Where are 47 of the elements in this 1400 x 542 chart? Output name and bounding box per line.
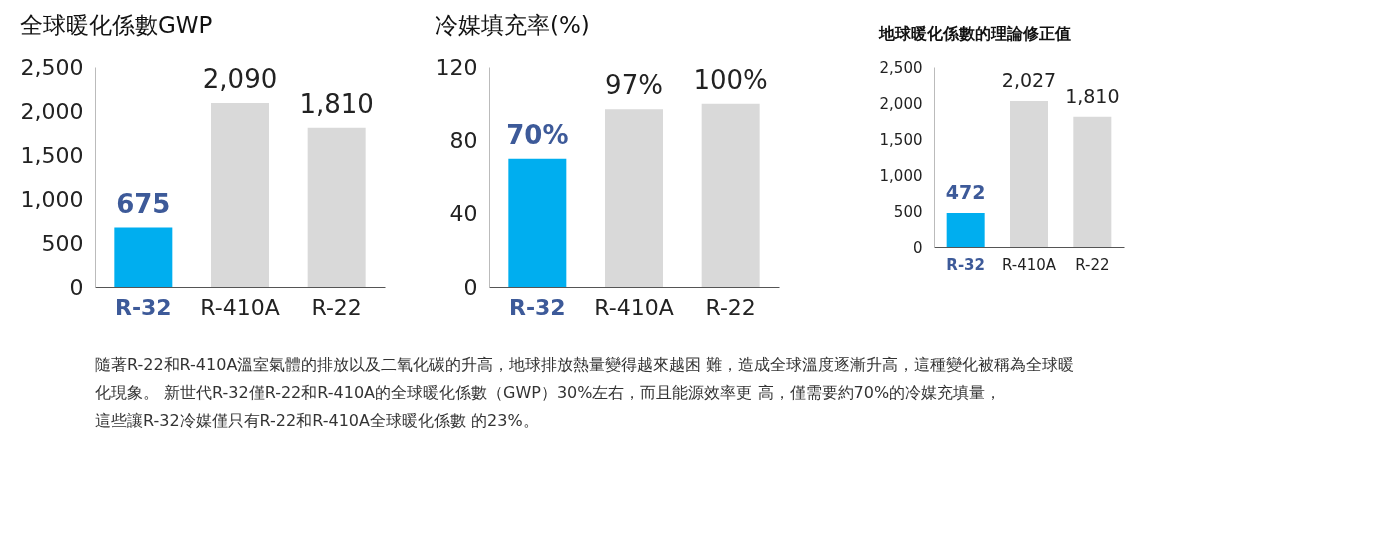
x-tick-label: R-410A [1001, 255, 1057, 274]
x-tick-label: R-32 [508, 294, 566, 320]
bar [605, 109, 663, 287]
bar [114, 227, 173, 287]
y-tick-label: 2,500 [20, 54, 84, 80]
y-tick-label: 120 [435, 54, 478, 80]
x-tick-label: R-32 [114, 294, 172, 320]
bar [307, 127, 366, 287]
x-tick-label: R-32 [946, 255, 985, 274]
data-label: 1,810 [1065, 84, 1120, 107]
data-label: 97% [605, 70, 663, 101]
chart-title: 冷媒填充率(%) [435, 12, 590, 38]
bar [211, 103, 269, 287]
bar [701, 103, 760, 287]
chart-title: 全球暖化係數GWP [20, 12, 213, 38]
y-tick-label: 2,000 [20, 98, 84, 124]
bar [1010, 101, 1048, 247]
y-tick-label: 0 [912, 238, 923, 257]
y-tick-label: 2,000 [879, 94, 923, 113]
data-label: 2,027 [1001, 69, 1057, 92]
y-tick-label: 80 [449, 127, 478, 153]
y-tick-label: 1,000 [20, 186, 84, 212]
x-tick-label: R-22 [705, 294, 756, 320]
x-tick-label: R-22 [1075, 255, 1110, 274]
y-tick-label: 0 [69, 274, 84, 300]
y-tick-label: 1,500 [20, 142, 84, 168]
data-label: 70% [506, 119, 569, 150]
y-tick-label: 500 [41, 230, 84, 256]
y-tick-label: 1,500 [879, 130, 923, 149]
data-label: 2,090 [202, 64, 278, 95]
text: 隨著R-22和R-410A溫室氣體的排放以及二氧化碳的升高，地球排放熱量變得越來越困 難，造成全球溫度逐漸升高，這種變化被稱為全球暖化現象。 新世代R-32僅R-22和R-410A的全球暖化係數（GWP）30%左右，而且能源效率更 高，僅需要約70%的冷媒充填量，這些讓R-32冷媒僅只有R-22和R-410A全球暖化係數 的23%。 [95, 355, 1075, 430]
x-tick-label: R-22 [311, 294, 362, 320]
y-tick-label: 0 [463, 274, 478, 300]
data-label: 100% [693, 64, 768, 95]
bar [508, 158, 567, 287]
x-tick-label: R-410A [594, 294, 674, 320]
data-label: 472 [945, 181, 986, 204]
y-tick-label: 2,500 [879, 58, 923, 77]
y-tick-label: 40 [449, 201, 478, 227]
bar [1073, 116, 1112, 247]
x-tick-label: R-410A [200, 294, 280, 320]
chart-title: 地球暖化係數的理論修正值 [878, 24, 1072, 43]
y-tick-label: 1,000 [879, 166, 923, 185]
data-label: 1,810 [299, 88, 374, 119]
y-tick-label: 500 [893, 202, 923, 221]
bar [946, 213, 985, 247]
data-label: 675 [116, 188, 171, 219]
